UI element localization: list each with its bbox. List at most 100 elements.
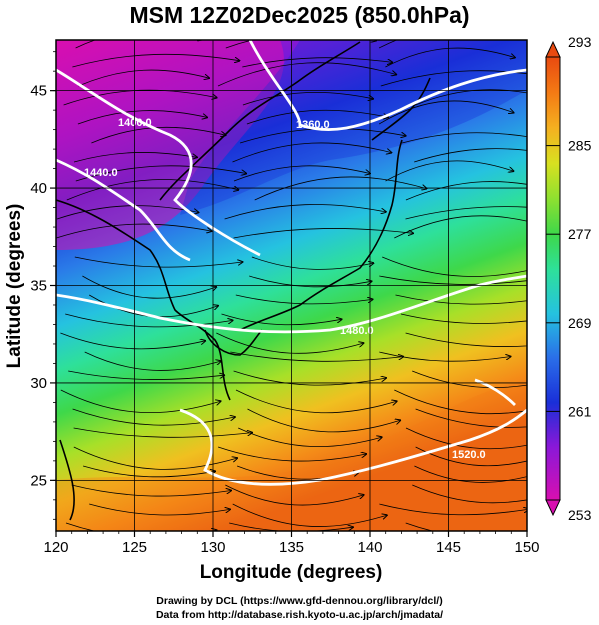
x-axis-ticks: 120 125 130 135 140 145 150	[43, 531, 540, 556]
streamline	[75, 40, 203, 49]
credit-drawing: Drawing by DCL (https://www.gfd-dennou.o…	[156, 595, 443, 607]
streamline	[89, 503, 230, 516]
streamline	[235, 389, 397, 414]
y-tick-label: 45	[30, 83, 47, 100]
streamline	[415, 446, 527, 467]
streamline	[378, 100, 513, 125]
streamline	[412, 370, 527, 389]
streamline	[414, 148, 527, 163]
streamline	[217, 446, 366, 462]
colorbar-tick-label: 253	[568, 507, 592, 523]
streamline	[242, 91, 373, 106]
contour-label: 1440.0	[84, 167, 118, 179]
streamline	[65, 313, 232, 328]
streamline	[414, 465, 527, 483]
streamline	[78, 69, 209, 87]
streamline	[68, 370, 224, 380]
streamline	[415, 89, 527, 106]
streamline	[235, 294, 373, 305]
streamline	[216, 332, 363, 354]
colorbar-tick-label: 293	[568, 34, 592, 50]
streamline	[232, 142, 392, 163]
streamline	[405, 206, 527, 220]
streamline	[233, 370, 386, 386]
colorbar-tick-label: 261	[568, 403, 592, 419]
colorbar-max-triangle	[545, 40, 561, 58]
streamline	[84, 351, 221, 371]
streamline	[72, 53, 239, 68]
y-axis-ticks: 25 30 35 40 45	[30, 51, 56, 520]
streamline	[412, 484, 527, 504]
streamline	[247, 408, 401, 433]
streamline	[74, 256, 243, 268]
contour-label: 1520.0	[452, 449, 486, 461]
streamline	[242, 57, 392, 68]
contour-labels: 1400.0 1360.0 1440.0 1480.0 1520.0	[84, 117, 486, 461]
x-tick-label: 120	[43, 539, 68, 556]
streamline	[394, 215, 527, 239]
streamline	[225, 484, 363, 506]
streamline	[73, 427, 252, 438]
contour-label: 1480.0	[340, 325, 374, 337]
streamline	[82, 275, 216, 299]
streamline	[77, 110, 207, 125]
streamline	[73, 446, 237, 470]
x-tick-label: 130	[200, 539, 225, 556]
streamline	[405, 522, 434, 531]
streamline	[224, 204, 386, 220]
colorbar: 293 285 277 269 261 253	[545, 34, 592, 523]
colorbar-ticks: 293 285 277 269 261 253	[546, 34, 592, 523]
streamline	[401, 132, 527, 144]
streamline	[56, 205, 198, 220]
y-tick-label: 25	[30, 472, 47, 489]
x-axis-label: Longitude (degrees)	[200, 562, 383, 583]
streamline	[72, 408, 235, 426]
colorbar-tick-label: 269	[568, 315, 592, 331]
streamline	[405, 181, 527, 201]
streamline	[233, 165, 370, 182]
streamline	[405, 427, 527, 450]
streamline	[405, 332, 527, 347]
y-tick-label: 35	[30, 278, 47, 295]
grid-lines	[56, 40, 527, 531]
x-tick-label: 150	[514, 539, 539, 556]
streamline	[82, 465, 215, 478]
streamline	[385, 160, 514, 182]
streamline	[249, 275, 371, 288]
map-title: MSM 12Z02Dec2025 (850.0hPa)	[129, 2, 470, 28]
streamline	[60, 332, 205, 350]
colorbar-body	[545, 56, 561, 501]
streamline	[66, 179, 239, 201]
y-tick-label: 40	[30, 180, 47, 197]
colorbar-tick-label: 285	[568, 138, 592, 154]
streamline	[56, 223, 211, 239]
streamline	[379, 503, 527, 516]
streamline	[217, 62, 396, 87]
credit-data-source: Data from http://database.rish.kyoto-u.a…	[155, 609, 444, 621]
streamline	[379, 351, 510, 362]
streamline	[65, 522, 217, 531]
streamline	[238, 427, 382, 447]
x-tick-label: 145	[436, 539, 461, 556]
streamline	[251, 256, 373, 270]
x-tick-label: 140	[357, 539, 382, 556]
coastlines	[56, 41, 431, 521]
streamline	[75, 165, 246, 182]
streamline	[232, 503, 387, 527]
wind-streamlines	[56, 40, 527, 531]
streamline	[229, 522, 353, 531]
streamline	[395, 294, 527, 305]
streamline	[60, 389, 221, 414]
colorbar-tick-label: 277	[568, 226, 592, 242]
streamline	[380, 70, 527, 87]
streamline	[221, 313, 342, 326]
streamline	[225, 40, 376, 49]
y-tick-label: 30	[30, 375, 47, 392]
streamline	[394, 389, 527, 415]
streamline	[385, 47, 515, 68]
streamline	[246, 109, 388, 125]
streamline	[91, 126, 225, 144]
streamline	[71, 484, 231, 497]
streamline	[73, 152, 197, 163]
